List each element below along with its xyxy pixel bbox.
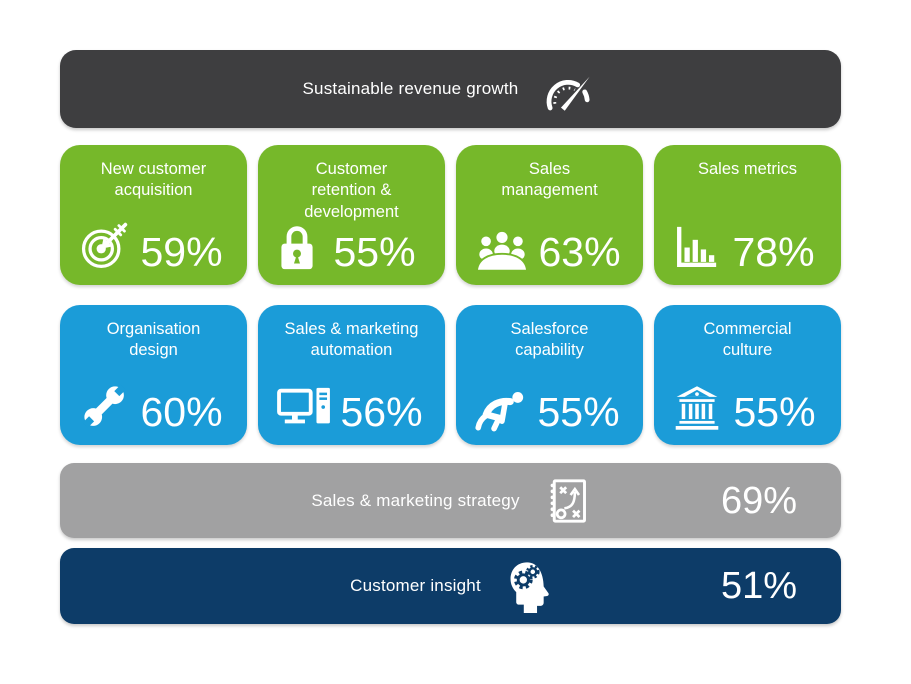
sales-marketing-strategy-bar: Sales & marketing strategy 69% xyxy=(60,463,841,538)
head-gears-icon xyxy=(507,560,551,613)
card-sales-marketing-automation: Sales & marketing automation 56% xyxy=(258,305,445,445)
runner-icon xyxy=(474,388,528,432)
computer-icon xyxy=(276,384,332,432)
blue-card-row: Organisation design 60% xyxy=(60,305,841,445)
card-sales-management: Sales management 63% xyxy=(456,145,643,285)
card-title: Sales metrics xyxy=(697,160,798,178)
target-icon xyxy=(78,220,130,272)
card-value: 56% xyxy=(340,389,423,436)
card-customer-retention-development: Customer retention & development 55% xyxy=(258,145,445,285)
bar-value: 69% xyxy=(720,479,797,522)
card-value: 55% xyxy=(733,389,816,436)
card-title: Organisation design xyxy=(106,320,201,360)
card-value: 55% xyxy=(333,229,416,276)
gauge-icon xyxy=(544,67,598,111)
sustainable-revenue-growth-bar: Sustainable revenue growth xyxy=(60,50,841,128)
card-salesforce-capability: Salesforce capability 55% xyxy=(456,305,643,445)
card-new-customer-acquisition: New customer acquisition 59% xyxy=(60,145,247,285)
bar-value: 51% xyxy=(720,565,797,607)
bar-label: Customer insight xyxy=(350,576,481,595)
card-value: 59% xyxy=(140,229,223,276)
card-title: Sales & marketing automation xyxy=(284,320,419,360)
card-title: Sales management xyxy=(501,160,598,200)
card-value: 55% xyxy=(537,389,620,436)
card-commercial-culture: Commercial culture xyxy=(654,305,841,445)
customer-insight-bar: Customer insight 51% xyxy=(60,548,841,624)
card-value: 63% xyxy=(538,229,621,276)
card-value: 78% xyxy=(732,229,815,276)
wrench-icon xyxy=(78,380,130,432)
card-title: Customer retention & development xyxy=(304,160,399,221)
card-title: New customer acquisition xyxy=(100,160,207,200)
card-value: 60% xyxy=(140,389,223,436)
card-sales-metrics: Sales metrics 78% xyxy=(654,145,841,285)
card-title: Commercial culture xyxy=(703,320,792,360)
strategy-icon xyxy=(546,476,590,526)
people-icon xyxy=(474,227,530,272)
bar-chart-icon xyxy=(672,224,720,272)
card-organisation-design: Organisation design 60% xyxy=(60,305,247,445)
bar-label: Sales & marketing strategy xyxy=(311,490,520,510)
bar-label: Sustainable revenue growth xyxy=(302,79,519,98)
lock-icon xyxy=(276,221,318,272)
green-card-row: New customer acquisition 59% Customer re… xyxy=(60,145,841,285)
bank-icon xyxy=(672,383,722,432)
card-title: Salesforce capability xyxy=(510,320,589,360)
